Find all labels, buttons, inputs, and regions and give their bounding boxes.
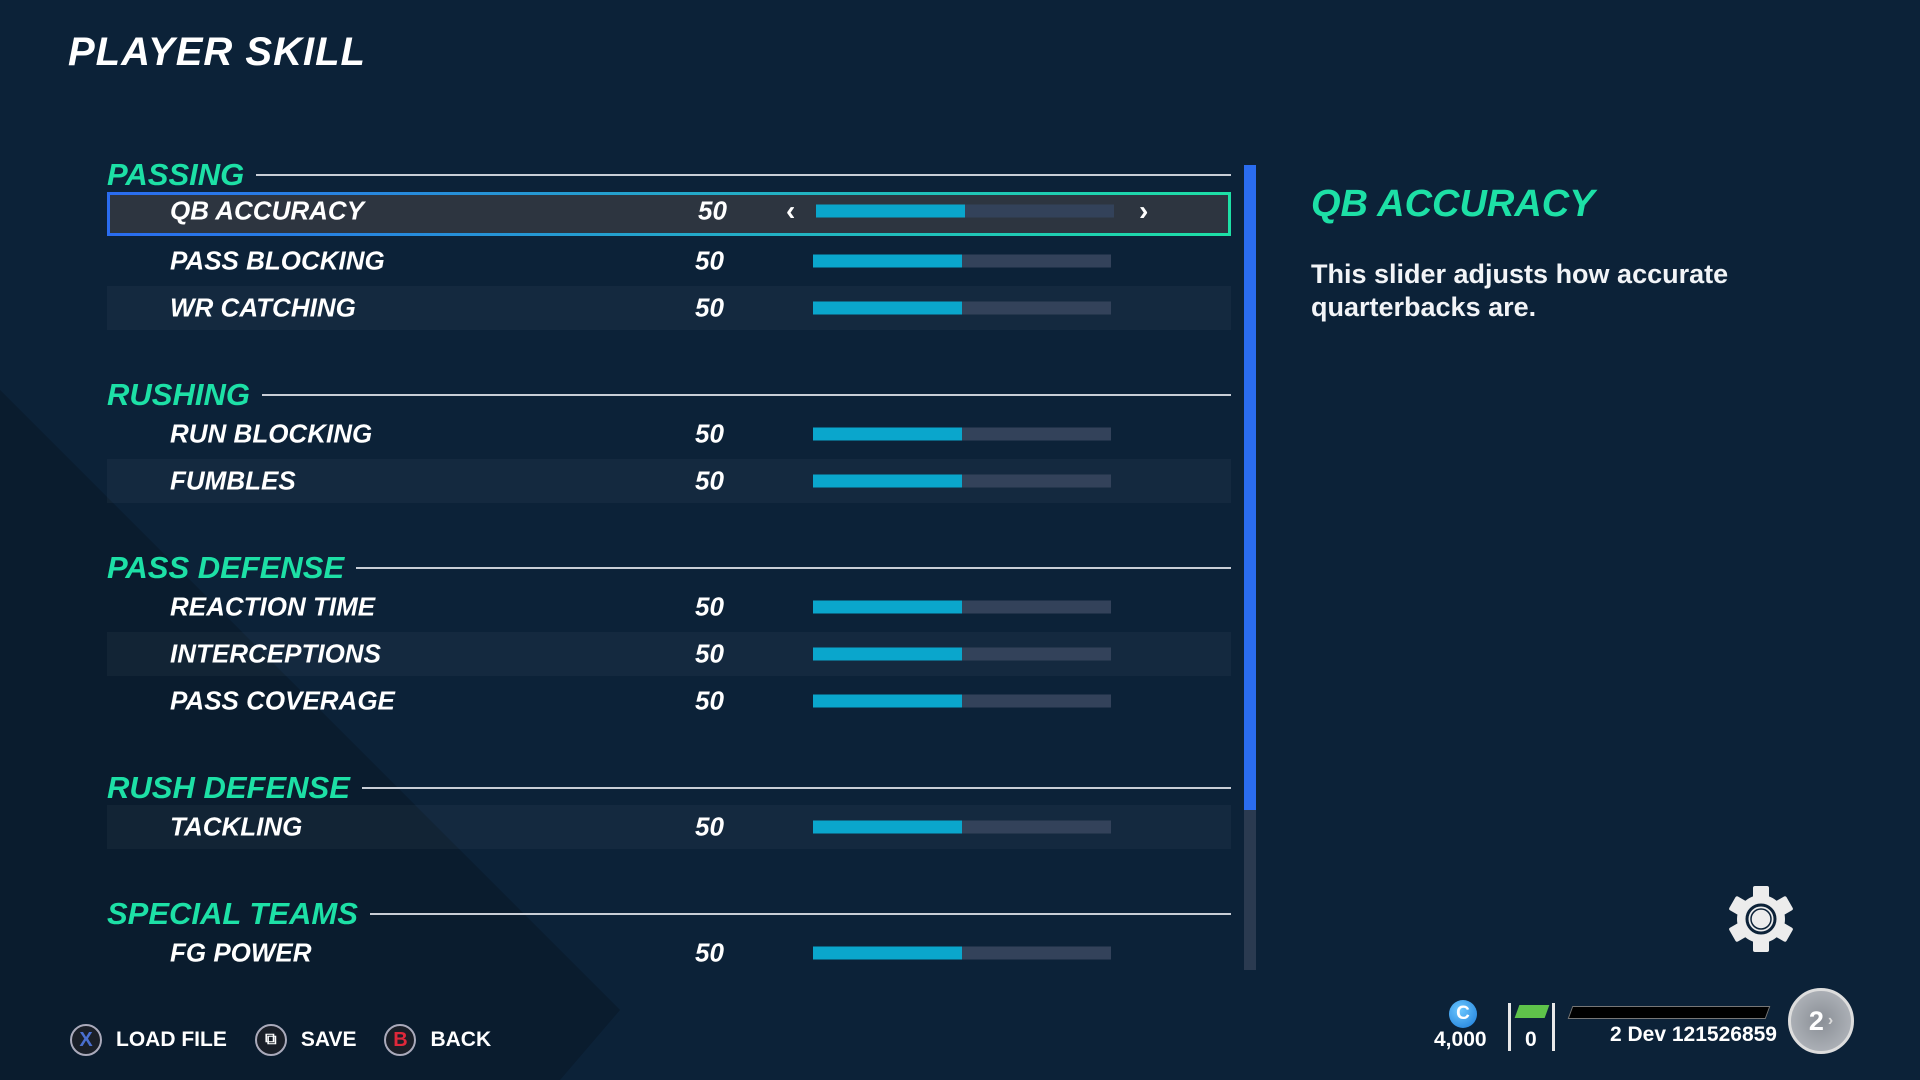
section-title: SPECIAL TEAMS bbox=[107, 896, 358, 931]
slider-track[interactable] bbox=[813, 474, 1111, 488]
chevron-right-icon: › bbox=[1827, 1012, 1834, 1029]
coin-icon: C bbox=[1449, 1000, 1477, 1028]
slider-label: FG POWER bbox=[170, 937, 312, 968]
load-file-button[interactable]: LOAD FILE bbox=[116, 1028, 227, 1051]
slider-label: INTERCEPTIONS bbox=[170, 638, 381, 669]
slider-fill bbox=[813, 254, 962, 268]
divider bbox=[1508, 1003, 1511, 1051]
section-header: PASSING bbox=[107, 155, 1231, 195]
x-button-icon[interactable]: X bbox=[70, 1024, 102, 1056]
slider-row[interactable]: FG POWER 50 bbox=[107, 931, 1231, 970]
gamertag: 2 Dev 121526859 bbox=[1610, 1023, 1777, 1046]
coin-glyph: C bbox=[1456, 1003, 1470, 1024]
xp-progress-bar bbox=[1567, 1006, 1771, 1019]
gear-icon[interactable] bbox=[1726, 884, 1796, 954]
slider-track[interactable] bbox=[816, 204, 1114, 218]
footer-button-bar: X LOAD FILE ⧉ SAVE B BACK bbox=[70, 1024, 505, 1056]
detail-title: QB ACCURACY bbox=[1311, 183, 1595, 225]
slider-track[interactable] bbox=[813, 600, 1111, 614]
slider-value: 50 bbox=[695, 638, 724, 669]
scrollbar-thumb[interactable] bbox=[1244, 165, 1256, 810]
b-button-icon[interactable]: B bbox=[384, 1024, 417, 1056]
b-glyph: B bbox=[393, 1028, 408, 1051]
slider-fill bbox=[813, 427, 962, 441]
section-header: RUSHING bbox=[107, 375, 1231, 415]
detail-description: This slider adjusts how accurate quarter… bbox=[1311, 259, 1729, 322]
slider-label: PASS BLOCKING bbox=[170, 245, 385, 276]
slider-label: QB ACCURACY bbox=[170, 195, 365, 226]
slider-track[interactable] bbox=[813, 254, 1111, 268]
slider-row[interactable]: WR CATCHING 50 bbox=[107, 286, 1231, 330]
save-button[interactable]: SAVE bbox=[300, 1028, 357, 1051]
slider-value: 50 bbox=[695, 418, 724, 449]
section-divider bbox=[356, 567, 1231, 569]
slider-label: PASS COVERAGE bbox=[170, 685, 395, 716]
slider-row[interactable]: TACKLING 50 bbox=[107, 805, 1231, 849]
view-button-icon[interactable]: ⧉ bbox=[254, 1024, 287, 1056]
slider-track[interactable] bbox=[813, 946, 1111, 960]
slider-fill bbox=[813, 694, 962, 708]
section-divider bbox=[361, 787, 1231, 789]
slider-fill bbox=[813, 474, 962, 488]
slider-track[interactable] bbox=[813, 694, 1111, 708]
chevron-left-icon[interactable]: ‹ bbox=[786, 195, 796, 226]
slider-label: TACKLING bbox=[170, 811, 303, 842]
slider-track[interactable] bbox=[813, 427, 1111, 441]
slider-track[interactable] bbox=[813, 820, 1111, 834]
slider-value: 50 bbox=[695, 292, 724, 323]
slider-value: 50 bbox=[695, 811, 724, 842]
slider-value: 50 bbox=[698, 195, 727, 226]
back-button[interactable]: BACK bbox=[430, 1028, 492, 1051]
section-header: PASS DEFENSE bbox=[107, 548, 1231, 588]
slider-row[interactable]: QB ACCURACY 50 ‹ › bbox=[107, 192, 1231, 236]
slider-value: 50 bbox=[695, 245, 724, 276]
slider-value: 50 bbox=[695, 591, 724, 622]
slider-fill bbox=[813, 600, 962, 614]
slider-track[interactable] bbox=[813, 301, 1111, 315]
slider-fill bbox=[816, 204, 965, 218]
cash-balance: 0 bbox=[1525, 1028, 1537, 1051]
section-divider bbox=[256, 174, 1231, 176]
view-glyph: ⧉ bbox=[265, 1031, 277, 1048]
page-title: PLAYER SKILL bbox=[68, 30, 366, 74]
slider-row[interactable]: RUN BLOCKING 50 bbox=[107, 412, 1231, 456]
slider-row[interactable]: INTERCEPTIONS 50 bbox=[107, 632, 1231, 676]
chevron-right-icon[interactable]: › bbox=[1139, 195, 1149, 226]
section-title: PASSING bbox=[107, 157, 245, 192]
slider-row[interactable]: REACTION TIME 50 bbox=[107, 585, 1231, 629]
slider-label: FUMBLES bbox=[170, 465, 296, 496]
slider-label: REACTION TIME bbox=[170, 591, 376, 622]
slider-label: WR CATCHING bbox=[170, 292, 356, 323]
slider-value: 50 bbox=[695, 465, 724, 496]
section-title: RUSH DEFENSE bbox=[107, 770, 350, 805]
section-header: RUSH DEFENSE bbox=[107, 768, 1231, 808]
slider-fill bbox=[813, 946, 962, 960]
divider bbox=[1552, 1003, 1555, 1051]
slider-label: RUN BLOCKING bbox=[170, 418, 373, 449]
slider-value: 50 bbox=[695, 685, 724, 716]
section-title: PASS DEFENSE bbox=[107, 550, 345, 585]
x-glyph: X bbox=[79, 1028, 93, 1051]
scrollbar[interactable] bbox=[1244, 165, 1256, 970]
slider-row[interactable]: PASS COVERAGE 50 bbox=[107, 679, 1231, 723]
settings-list: PASSING QB ACCURACY 50 ‹ › PASS BLOCKING 50 WR … bbox=[107, 150, 1231, 970]
level-badge[interactable]: 2 › bbox=[1788, 988, 1854, 1054]
section-header: SPECIAL TEAMS bbox=[107, 894, 1231, 934]
section-divider bbox=[261, 394, 1231, 396]
slider-row[interactable]: PASS BLOCKING 50 bbox=[107, 239, 1231, 283]
section-divider bbox=[369, 913, 1231, 915]
section-title: RUSHING bbox=[107, 377, 250, 412]
slider-track[interactable] bbox=[813, 647, 1111, 661]
level-number: 2 bbox=[1808, 1005, 1824, 1036]
cash-icon bbox=[1514, 1005, 1550, 1018]
slider-fill bbox=[813, 301, 962, 315]
slider-row[interactable]: FUMBLES 50 bbox=[107, 459, 1231, 503]
coin-balance: 4,000 bbox=[1434, 1028, 1487, 1051]
slider-value: 50 bbox=[695, 937, 724, 968]
slider-fill bbox=[813, 647, 962, 661]
slider-fill bbox=[813, 820, 962, 834]
